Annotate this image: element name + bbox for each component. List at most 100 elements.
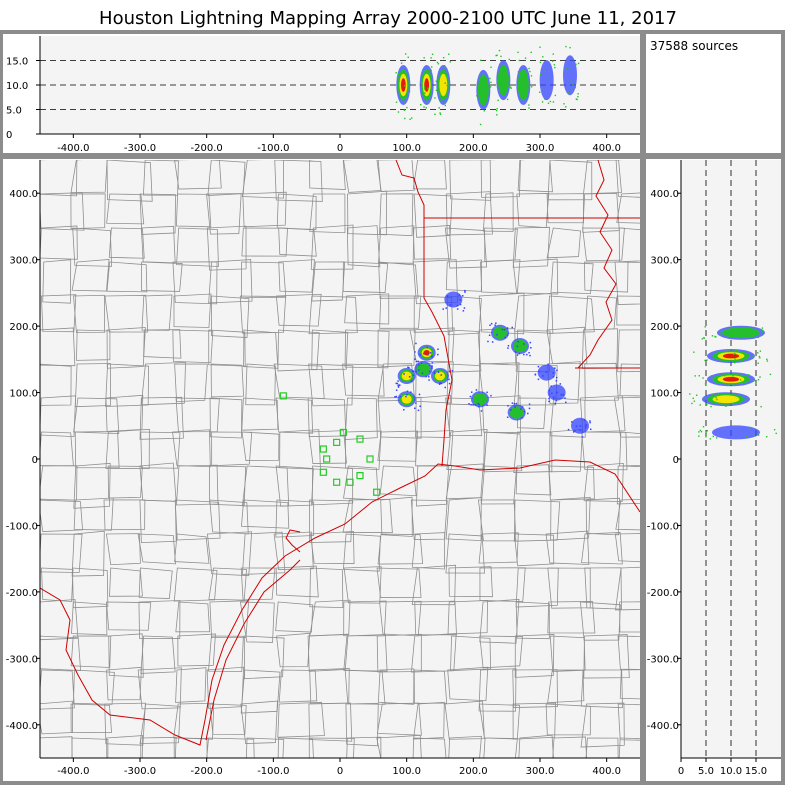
lightning-source-dot bbox=[689, 393, 691, 395]
county-outline bbox=[108, 633, 144, 678]
lightning-source-dot bbox=[433, 371, 436, 373]
county-outline bbox=[619, 669, 640, 700]
county-outline bbox=[105, 428, 150, 470]
county-outline bbox=[139, 462, 177, 502]
county-outline bbox=[106, 601, 152, 631]
lightning-source-dot bbox=[435, 89, 438, 92]
lightning-source-dot bbox=[433, 372, 436, 375]
lightning-source-dot bbox=[730, 334, 733, 336]
lightning-source-dot bbox=[734, 361, 736, 364]
county-outline bbox=[73, 462, 111, 509]
lightning-source-dot bbox=[769, 373, 772, 376]
county-outline bbox=[73, 669, 115, 705]
tick-label: -300.0 bbox=[124, 143, 156, 154]
lightning-source-dot bbox=[444, 82, 446, 84]
lightning-source-dot bbox=[723, 374, 726, 377]
county-outline bbox=[552, 736, 587, 758]
lightning-source-dot bbox=[483, 110, 486, 112]
county-outline bbox=[416, 465, 450, 507]
lightning-source-dot bbox=[405, 395, 407, 398]
lightning-source-dot bbox=[568, 67, 571, 69]
county-outline bbox=[546, 227, 582, 259]
county-outline bbox=[311, 261, 346, 302]
tick-label: -100.0 bbox=[257, 143, 289, 154]
county-outline bbox=[412, 224, 452, 260]
lightning-source-dot bbox=[489, 86, 492, 88]
county-outline bbox=[275, 601, 314, 633]
lightning-source-dot bbox=[448, 382, 451, 385]
lightning-source-dot bbox=[733, 353, 735, 356]
county-outline bbox=[619, 431, 640, 468]
lightning-source-dot bbox=[551, 60, 554, 62]
lightning-source-dot bbox=[589, 421, 591, 424]
lightning-source-dot bbox=[403, 373, 405, 375]
tick-label: -200.0 bbox=[191, 143, 223, 154]
frame-middle-vertical bbox=[640, 30, 646, 785]
county-outline bbox=[174, 363, 208, 403]
county-outline bbox=[415, 361, 454, 404]
county-outline bbox=[445, 191, 493, 236]
lightning-source-dot bbox=[459, 303, 462, 306]
lightning-source-dot bbox=[517, 71, 520, 73]
county-outline bbox=[138, 567, 173, 599]
altitude-column bbox=[497, 64, 509, 96]
lightning-source-dot bbox=[520, 408, 522, 410]
lightning-source-dot bbox=[428, 379, 430, 381]
county-outline bbox=[208, 259, 253, 304]
county-outline bbox=[548, 465, 595, 501]
lightning-source-dot bbox=[559, 383, 562, 385]
county-outline bbox=[106, 327, 146, 369]
lightning-source-dot bbox=[478, 76, 480, 79]
tick-label: -300.0 bbox=[6, 654, 38, 665]
lightning-source-dot bbox=[482, 79, 484, 81]
county-outline bbox=[413, 669, 448, 704]
lightning-source-dot bbox=[477, 88, 480, 90]
tick-label: 5.0 bbox=[698, 766, 714, 777]
lightning-source-dot bbox=[547, 363, 549, 366]
county-outline bbox=[547, 669, 585, 704]
county-outline bbox=[276, 632, 311, 668]
lightning-source-dot bbox=[397, 380, 399, 382]
lightning-source-dot bbox=[567, 91, 569, 94]
lightning-source-dot bbox=[410, 380, 413, 382]
lightning-source-dot bbox=[526, 353, 528, 356]
lightning-source-dot bbox=[431, 53, 434, 55]
county-outline bbox=[547, 160, 593, 201]
lightning-source-dot bbox=[517, 51, 519, 54]
lightning-source-dot bbox=[714, 335, 716, 338]
lightning-source-dot bbox=[716, 381, 718, 384]
lightning-source-dot bbox=[464, 289, 466, 292]
lightning-source-dot bbox=[397, 386, 400, 388]
county-outline bbox=[616, 295, 640, 326]
lightning-source-dot bbox=[513, 403, 516, 405]
county-outline bbox=[309, 499, 353, 543]
county-outline bbox=[342, 261, 389, 293]
lightning-source-dot bbox=[397, 111, 400, 113]
lightning-source-dot bbox=[523, 343, 525, 345]
lightning-source-dot bbox=[495, 54, 497, 57]
plan-view-lightning-sources bbox=[394, 289, 592, 438]
lightning-source-dot bbox=[522, 95, 524, 97]
lightning-source-dot bbox=[555, 399, 558, 402]
lightning-source-dot bbox=[538, 91, 541, 93]
lightning-source-dot bbox=[734, 358, 736, 360]
lightning-source-dot bbox=[428, 376, 430, 378]
storm-cell bbox=[416, 363, 431, 376]
county-outline bbox=[311, 329, 349, 371]
lightning-source-dot bbox=[541, 88, 543, 91]
lightning-source-dot bbox=[552, 53, 554, 55]
county-outline bbox=[172, 429, 211, 468]
lightning-source-dot bbox=[554, 66, 556, 69]
lightning-source-dot bbox=[555, 380, 558, 382]
county-outline bbox=[479, 635, 523, 669]
county-outline bbox=[71, 530, 105, 577]
lightning-source-dot bbox=[440, 99, 442, 101]
county-outline bbox=[580, 601, 621, 641]
lightning-source-dot bbox=[446, 295, 449, 297]
lightning-source-dot bbox=[515, 402, 518, 405]
lightning-source-dot bbox=[553, 64, 556, 66]
lightning-source-dot bbox=[477, 405, 480, 408]
lightning-source-dot bbox=[565, 45, 567, 48]
tick-label: 200.0 bbox=[650, 322, 679, 333]
tick-label: -100.0 bbox=[6, 521, 38, 532]
